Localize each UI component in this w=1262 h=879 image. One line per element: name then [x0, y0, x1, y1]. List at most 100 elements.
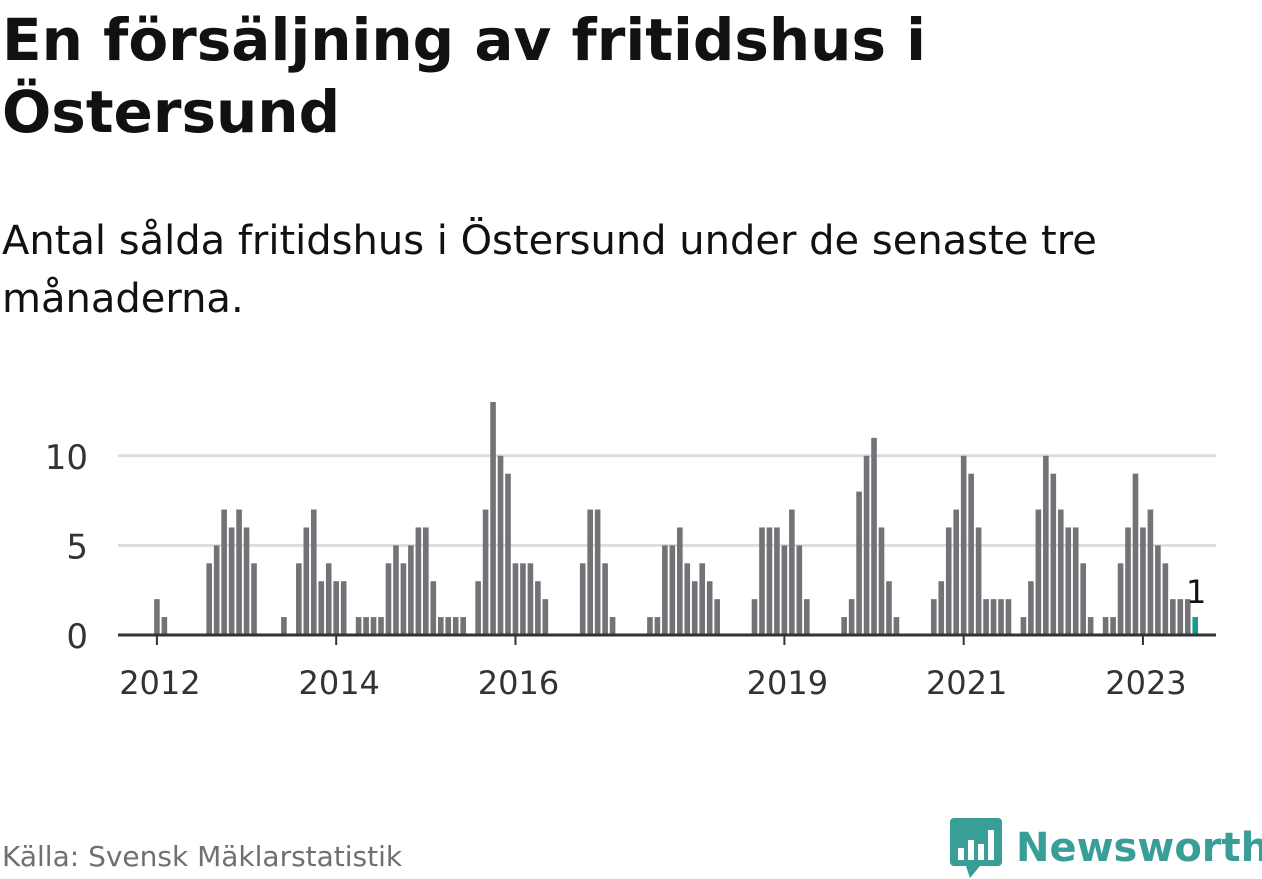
- bar: [161, 617, 168, 635]
- bar: [340, 581, 347, 635]
- bar: [938, 581, 945, 635]
- bar: [1057, 509, 1064, 635]
- bar: [684, 563, 691, 635]
- bar-latest: [1192, 617, 1199, 635]
- bar: [310, 509, 317, 635]
- bars: [154, 402, 1199, 635]
- brand-name: Newsworthy: [1016, 825, 1262, 871]
- tick-labels: 0 5 10 1 2012 2014 2016 2019 2021 2023: [45, 438, 1207, 702]
- bar: [886, 581, 892, 635]
- bar: [1147, 509, 1154, 635]
- bar: [505, 473, 511, 635]
- bar: [251, 563, 257, 635]
- bar: [654, 617, 661, 635]
- x-axis: [118, 633, 1216, 645]
- bar: [475, 581, 481, 635]
- x-tick-label: 2023: [1105, 664, 1186, 702]
- bar: [318, 581, 325, 635]
- bar: [1162, 563, 1169, 635]
- chart-subtitle: Antal sålda fritidshus i Östersund under…: [2, 218, 1097, 322]
- x-tick-label: 2016: [478, 664, 559, 702]
- bar: [236, 509, 242, 635]
- bar: [1117, 563, 1124, 635]
- bar: [527, 563, 534, 635]
- bar: [445, 617, 452, 635]
- bar: [415, 527, 422, 635]
- bar: [863, 455, 870, 635]
- bar: [998, 599, 1004, 635]
- bar: [774, 527, 780, 635]
- bar: [766, 527, 773, 635]
- bar: [647, 617, 653, 635]
- bar: [1050, 473, 1057, 635]
- bar: [1125, 527, 1131, 635]
- bar: [594, 509, 601, 635]
- bar: [579, 563, 586, 635]
- bar: [893, 617, 900, 635]
- x-tick-label: 2021: [926, 664, 1007, 702]
- bar: [751, 599, 758, 635]
- bar: [945, 527, 952, 635]
- bar: [587, 509, 593, 635]
- bar: [482, 509, 489, 635]
- bar: [243, 527, 250, 635]
- bar: [430, 581, 437, 635]
- bar: [385, 563, 392, 635]
- bar: [296, 563, 302, 635]
- bar: [990, 599, 997, 635]
- bar: [206, 563, 212, 635]
- bar: [213, 545, 220, 635]
- bar: [781, 545, 788, 635]
- bar: [400, 563, 407, 635]
- x-tick-label: 2012: [119, 664, 200, 702]
- bar: [714, 599, 720, 635]
- x-tick-label: 2019: [747, 664, 828, 702]
- bar: [512, 563, 519, 635]
- bar: [460, 617, 466, 635]
- chart-title: En försäljning av fritidshus i Östersund: [2, 6, 927, 146]
- bar: [437, 617, 444, 635]
- bar: [602, 563, 608, 635]
- bar: [1020, 617, 1027, 635]
- bar: [677, 527, 683, 635]
- bar: [662, 545, 668, 635]
- bar: [699, 563, 706, 635]
- bar: [1087, 617, 1094, 635]
- bar: [1072, 527, 1079, 635]
- last-value-label: 1: [1186, 573, 1206, 611]
- bar: [490, 402, 496, 635]
- bar: [154, 599, 160, 635]
- bar: [796, 545, 803, 635]
- bar: [333, 581, 339, 635]
- bar: [789, 509, 795, 635]
- y-tick-label: 5: [66, 527, 88, 567]
- bar: [1155, 545, 1161, 635]
- bar: [221, 509, 227, 635]
- bar: [535, 581, 541, 635]
- bar: [497, 455, 504, 635]
- bar: [1132, 473, 1139, 635]
- bar: [706, 581, 713, 635]
- bar: [393, 545, 399, 635]
- bar: [804, 599, 810, 635]
- bar: [542, 599, 549, 635]
- bar: [1170, 599, 1176, 635]
- bar: [968, 473, 974, 635]
- bar: [691, 581, 698, 635]
- bar: [1102, 617, 1109, 635]
- bar: [363, 617, 369, 635]
- bar: [841, 617, 847, 635]
- bar: [1043, 455, 1049, 635]
- bar: [759, 527, 765, 635]
- bar: [1028, 581, 1034, 635]
- bar: [355, 617, 362, 635]
- bar-chart: 0 5 10 1 2012 2014 2016 2019 2021 2023: [45, 402, 1216, 702]
- bar: [408, 545, 414, 635]
- bar: [960, 455, 967, 635]
- brand-logo: Newsworthy: [950, 818, 1262, 878]
- y-tick-label: 10: [45, 438, 88, 478]
- bar: [669, 545, 676, 635]
- bar: [228, 527, 235, 635]
- bar: [1005, 599, 1012, 635]
- bar: [1035, 509, 1042, 635]
